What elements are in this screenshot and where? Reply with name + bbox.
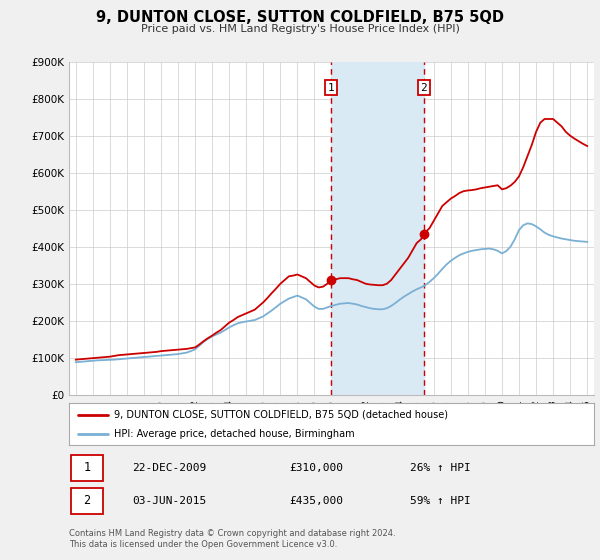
Text: 2: 2: [83, 494, 91, 507]
Text: Contains HM Land Registry data © Crown copyright and database right 2024.: Contains HM Land Registry data © Crown c…: [69, 529, 395, 538]
Text: 59% ↑ HPI: 59% ↑ HPI: [410, 496, 471, 506]
Text: HPI: Average price, detached house, Birmingham: HPI: Average price, detached house, Birm…: [113, 429, 354, 439]
Text: 1: 1: [83, 461, 91, 474]
Text: Price paid vs. HM Land Registry's House Price Index (HPI): Price paid vs. HM Land Registry's House …: [140, 24, 460, 34]
FancyBboxPatch shape: [71, 488, 103, 514]
Text: 22-DEC-2009: 22-DEC-2009: [132, 463, 206, 473]
Bar: [331, 62, 424, 395]
Text: £310,000: £310,000: [290, 463, 343, 473]
Text: 9, DUNTON CLOSE, SUTTON COLDFIELD, B75 5QD: 9, DUNTON CLOSE, SUTTON COLDFIELD, B75 5…: [96, 11, 504, 25]
FancyBboxPatch shape: [71, 455, 103, 480]
Text: £435,000: £435,000: [290, 496, 343, 506]
Text: This data is licensed under the Open Government Licence v3.0.: This data is licensed under the Open Gov…: [69, 540, 337, 549]
Text: 9, DUNTON CLOSE, SUTTON COLDFIELD, B75 5QD (detached house): 9, DUNTON CLOSE, SUTTON COLDFIELD, B75 5…: [113, 409, 448, 419]
Text: 26% ↑ HPI: 26% ↑ HPI: [410, 463, 471, 473]
Text: 1: 1: [328, 82, 334, 92]
Text: 2: 2: [421, 82, 427, 92]
Text: 03-JUN-2015: 03-JUN-2015: [132, 496, 206, 506]
